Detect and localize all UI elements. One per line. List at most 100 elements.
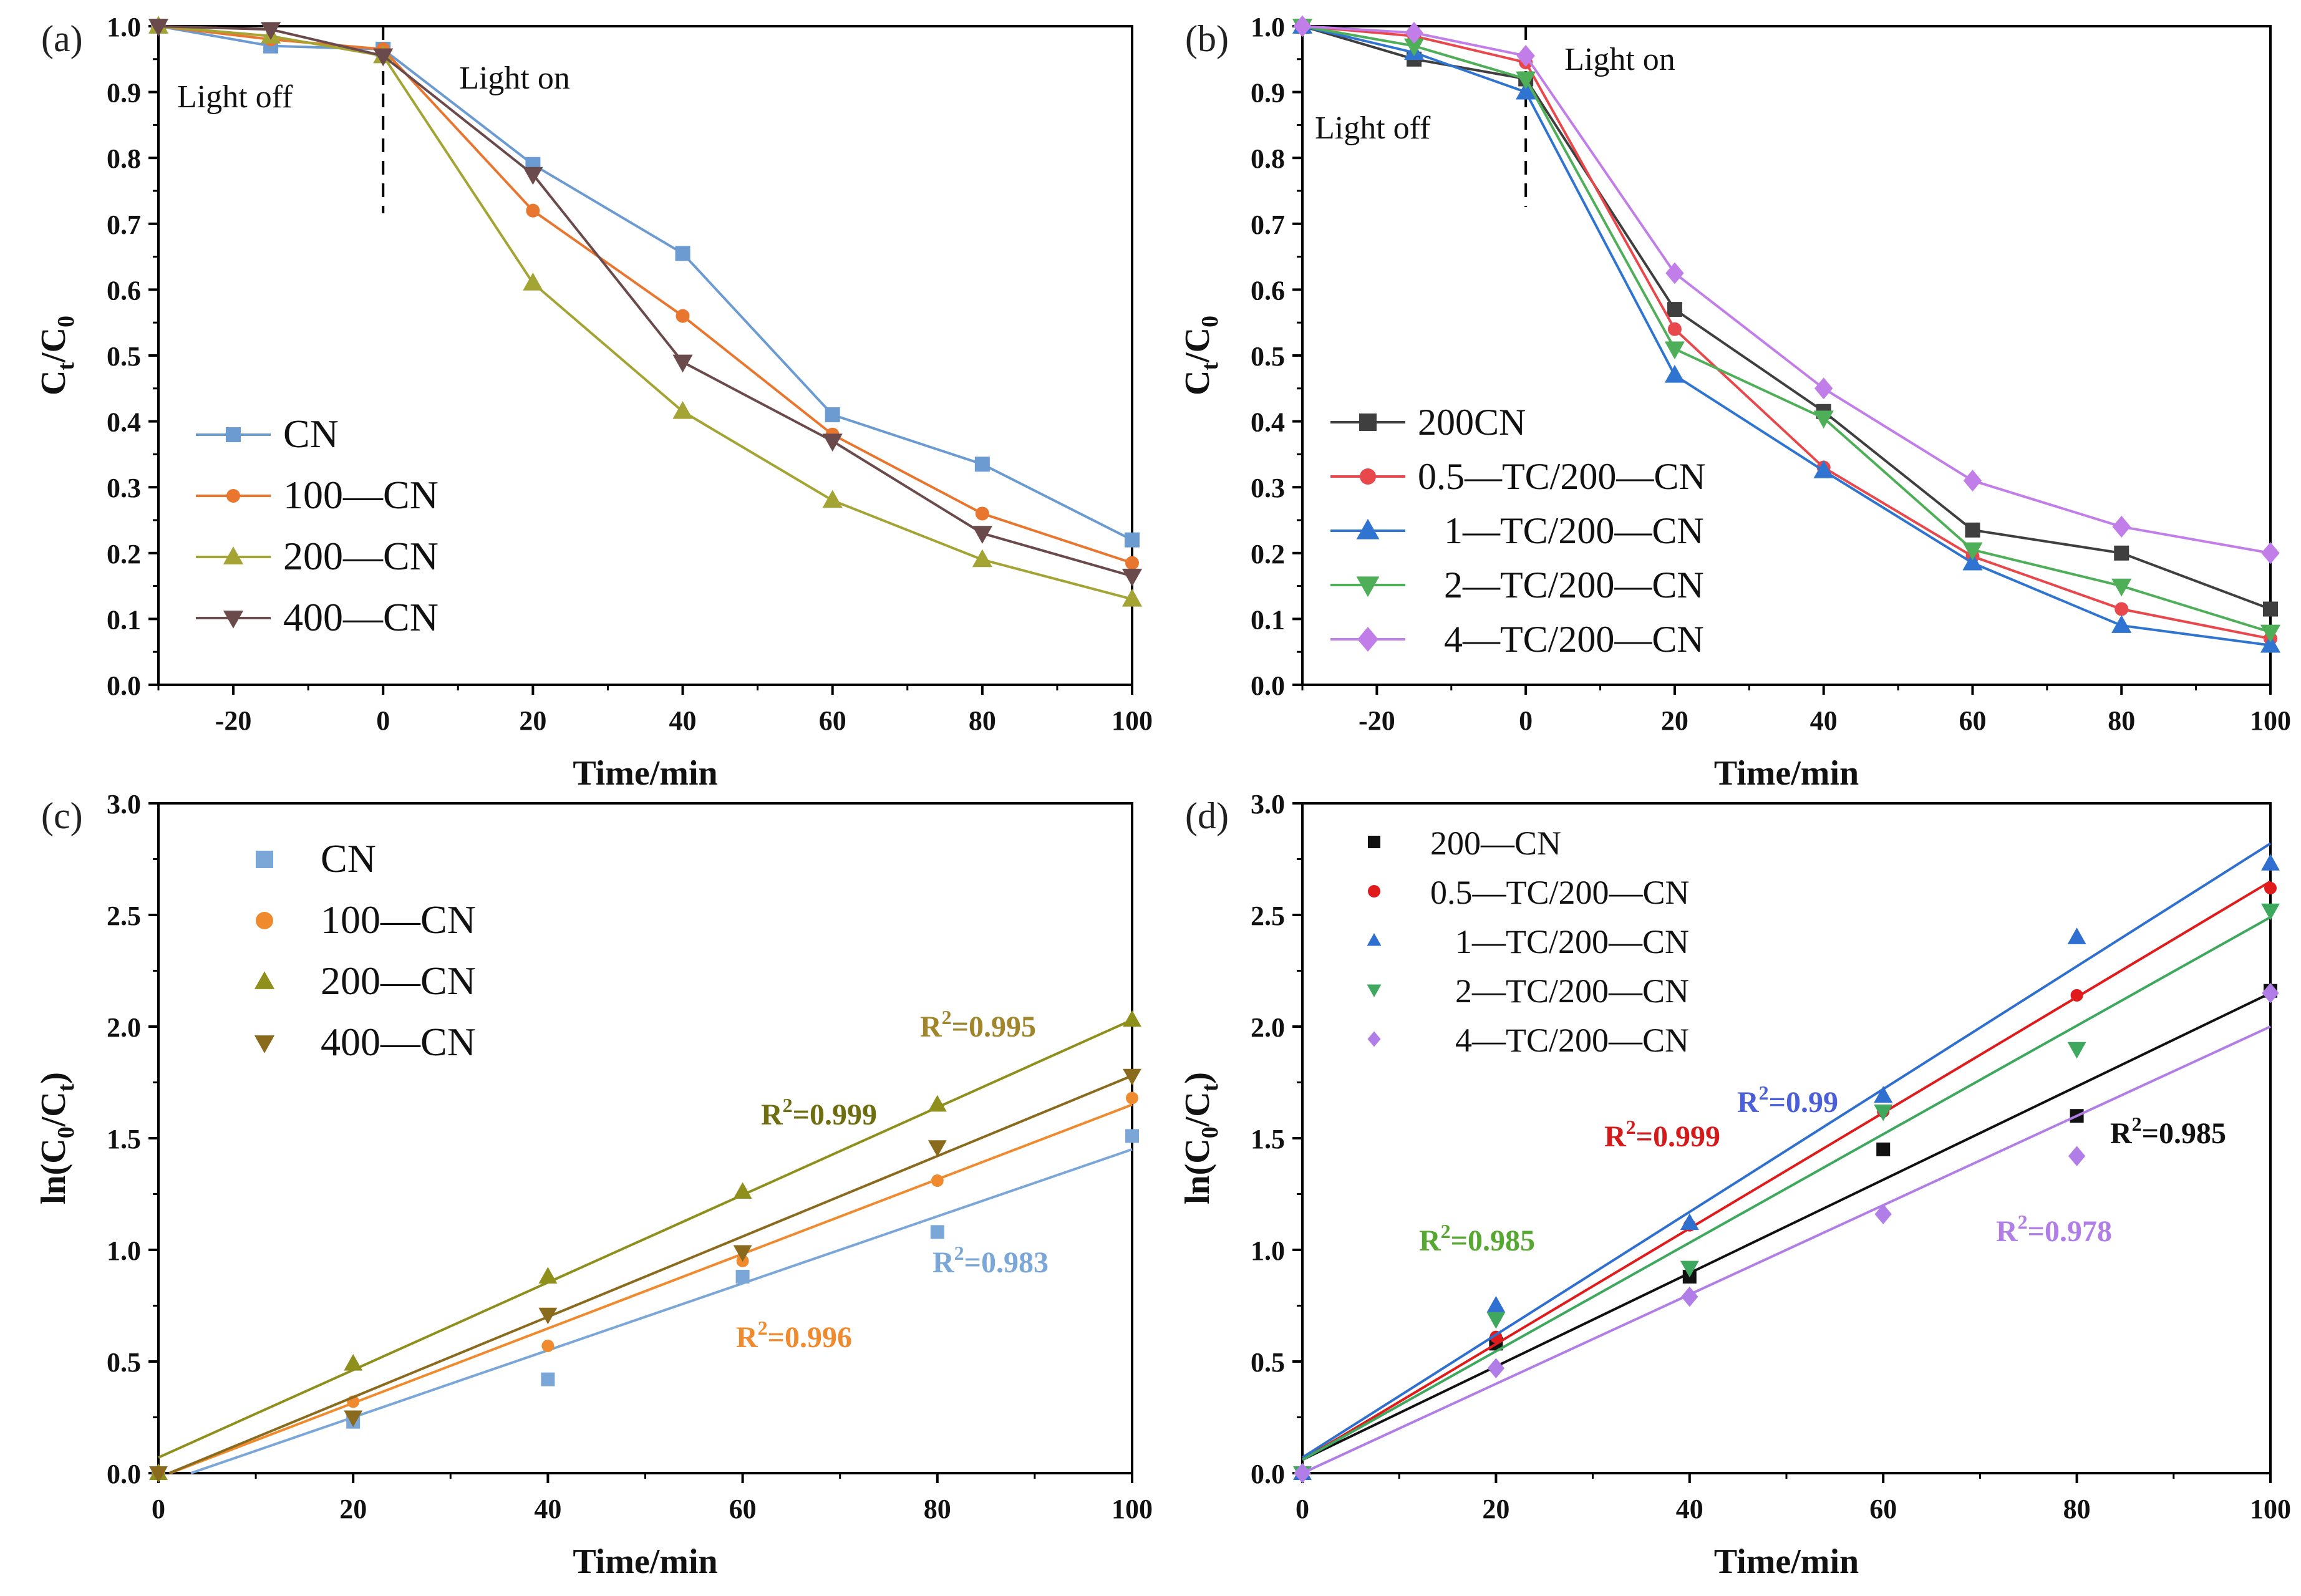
y-tick-label: 1.0 (107, 12, 141, 42)
legend-label: 4—TC/200—CN (1444, 619, 1704, 660)
legend-label: CN (283, 412, 339, 456)
x-tick-label: 80 (924, 1494, 951, 1524)
y-tick-label: 0.9 (1251, 78, 1285, 109)
r2-prefix: R (736, 1321, 758, 1354)
x-tick-label: 60 (819, 705, 846, 736)
data-point (928, 1095, 947, 1112)
data-point (2261, 854, 2280, 871)
series-square (152, 1129, 1139, 1480)
series-line (1302, 25, 2271, 647)
y-label-subscript: 0 (1197, 1126, 1223, 1138)
y-tick-label: 0.8 (1251, 143, 1285, 174)
r2-label: R2=0.99 (1737, 1081, 1838, 1119)
data-point (1293, 15, 1312, 37)
data-point (1126, 1091, 1138, 1105)
r2-prefix: R (761, 1098, 783, 1131)
data-point (1664, 364, 1685, 383)
data-point (1486, 1295, 1506, 1313)
y-label-part: /C (34, 1091, 73, 1127)
series-line (1302, 25, 2271, 554)
y-label-part: ln(C (34, 1138, 73, 1204)
data-point (735, 1269, 750, 1284)
panel-label: (c) (41, 795, 83, 836)
data-point (2261, 542, 2280, 564)
data-point (1121, 588, 1143, 607)
light-on-label: Light on (459, 60, 570, 96)
series-line (158, 25, 1133, 541)
x-tick-label: -20 (1359, 705, 1395, 736)
legend-label: 200—CN (283, 534, 438, 578)
data-point (672, 400, 693, 419)
x-tick-label: 100 (2250, 705, 2291, 736)
data-point (2068, 1146, 2086, 1166)
data-point (2263, 601, 2278, 617)
x-tick-label: 100 (1112, 1494, 1153, 1524)
data-point (149, 1466, 168, 1483)
data-point (1516, 81, 1536, 100)
x-tick-label: 0 (1519, 705, 1533, 736)
panel-a: 0.0 0.1 0.2 0.3 0.4 0.5 0.6 0.7 0.8 0.9 1.0 -20 0 20 4… (34, 12, 1153, 793)
data-point (1405, 22, 1423, 44)
data-point (2262, 983, 2279, 1004)
y-tick-label: 0.8 (107, 143, 141, 174)
data-point (2114, 602, 2129, 616)
data-point (2260, 624, 2281, 643)
x-tick-label: 100 (2250, 1494, 2291, 1524)
r2-superscript: 2 (2132, 1113, 2142, 1135)
legend-marker (1367, 984, 1382, 997)
data-point (1667, 322, 1682, 336)
y-axis-label: ln(C0​/Ct​) (34, 1072, 79, 1204)
data-point (2264, 882, 2277, 895)
y-tick-label: 0.0 (107, 670, 141, 701)
legend-marker (1367, 1031, 1381, 1047)
x-tick-label: 20 (339, 1494, 367, 1524)
y-axis-label: Ct​/C0​ (34, 316, 79, 395)
data-point (972, 549, 992, 568)
legend-marker (226, 489, 240, 503)
y-label-part: /C (34, 327, 73, 363)
r2-superscript: 2 (1759, 1081, 1769, 1104)
y-label-subscript: 0 (1197, 316, 1223, 327)
data-point (1680, 1260, 1699, 1278)
r2-prefix: R (1737, 1086, 1760, 1119)
data-point (1874, 1086, 1893, 1103)
legend-label: 2—TC/200—CN (1444, 564, 1704, 606)
x-tick-label: 80 (969, 705, 996, 736)
r2-prefix: R (1996, 1215, 2018, 1248)
r2-value: =0.978 (2028, 1215, 2112, 1248)
legend-marker (254, 1035, 275, 1053)
series-triangle-down (148, 19, 1143, 587)
y-tick-label: 0.4 (1251, 407, 1285, 438)
data-point (344, 1353, 363, 1371)
data-point (672, 354, 693, 373)
data-point (1874, 1204, 1892, 1224)
series-square (151, 19, 1140, 548)
x-tick-label: 0 (152, 1494, 165, 1524)
y-label-subscript: t (1197, 362, 1223, 370)
data-point (1813, 460, 1834, 478)
data-point (538, 1307, 558, 1325)
y-tick-label: 0.5 (1251, 341, 1285, 372)
light-on-label: Light on (1564, 42, 1675, 77)
legend-marker (1359, 414, 1377, 431)
fit-line (1301, 880, 2272, 1461)
data-point (1665, 262, 1684, 284)
data-point (974, 457, 990, 472)
y-label-subscript: t (53, 362, 79, 370)
x-tick-label: 20 (519, 705, 546, 736)
data-point (2070, 989, 2083, 1002)
r2-superscript: 2 (1441, 1220, 1451, 1242)
y-tick-label: 0.2 (1251, 539, 1285, 569)
series-triangle-up (1293, 842, 2280, 1481)
panel-label: (a) (41, 18, 83, 59)
data-point (931, 1174, 944, 1187)
r2-superscript: 2 (1626, 1116, 1636, 1138)
r2-prefix: R (1604, 1120, 1627, 1153)
series-line (158, 25, 1133, 601)
x-tick-label: 80 (2108, 705, 2135, 736)
data-point (1965, 522, 1980, 538)
y-tick-label: 0.0 (107, 1459, 141, 1489)
data-point (1667, 302, 1682, 317)
r2-prefix: R (2110, 1117, 2133, 1150)
x-axis-label: Time/min (573, 754, 717, 793)
